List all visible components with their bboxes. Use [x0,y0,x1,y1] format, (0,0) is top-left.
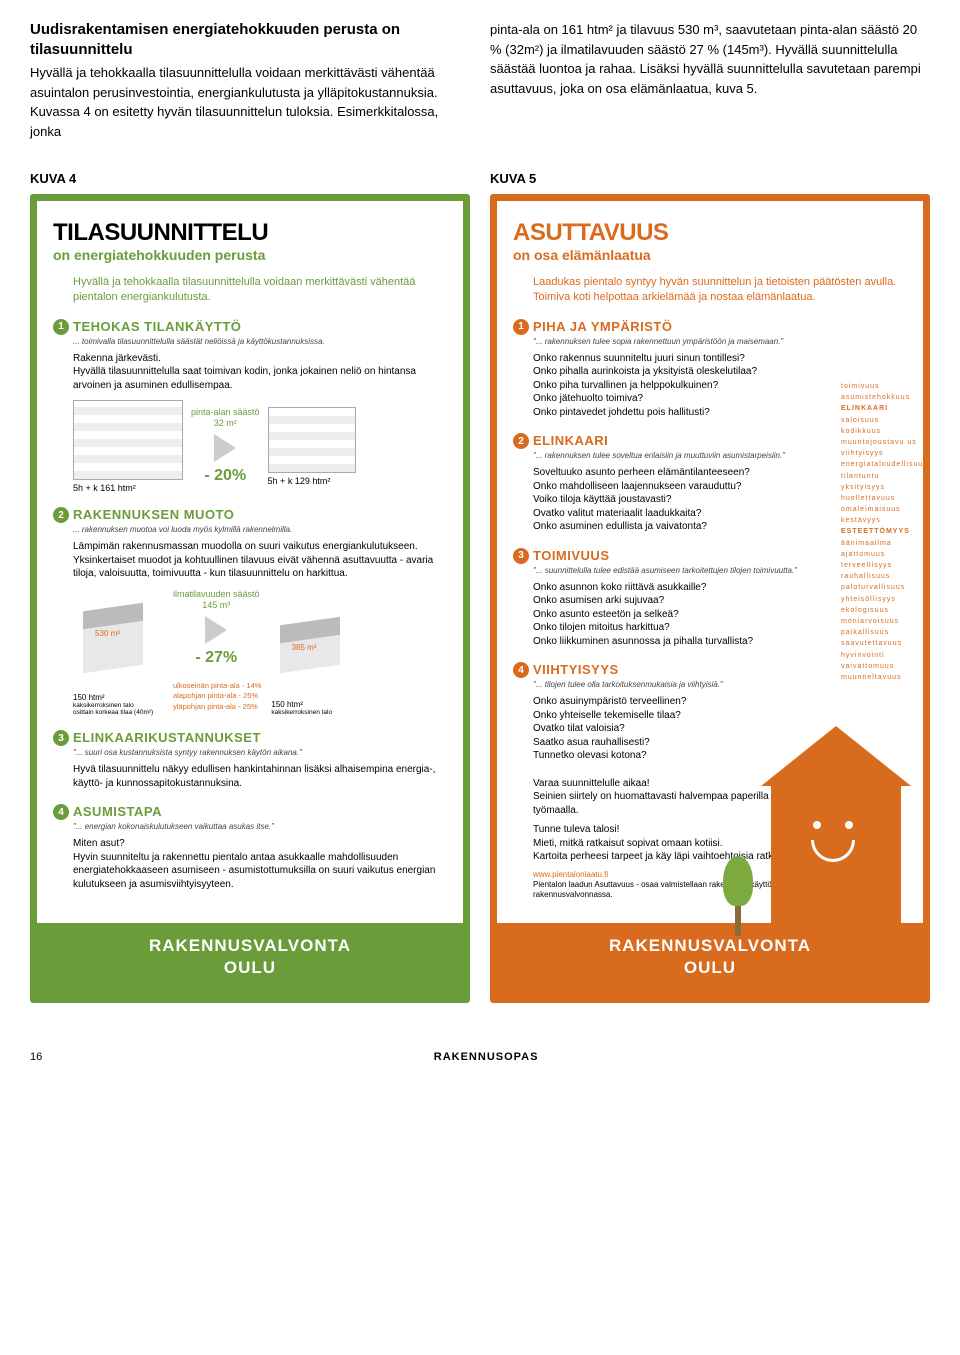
arrow-area-saving: pinta-alan säästö 32 m² - 20% [191,407,260,487]
intro-right: pinta-ala on 161 htm² ja tilavuus 530 m³… [490,20,930,141]
iso-row: 530 m³ ilmatilavuuden säästö 145 m³ - 27… [73,589,447,669]
floorplan-1 [73,400,183,480]
s1-quote: ... toimivalla tilasuunnittelulla säästä… [73,337,447,346]
s2-body: Lämpimän rakennusmassan muodolla on suur… [73,540,447,581]
os1-title: PIHA JA YMPÄRISTÖ [533,319,817,334]
green-title: TILASUUNNITTELU [53,219,447,247]
s2-quote: ... rakennuksen muotoa voi luoda myös ky… [73,525,447,534]
green-section-2: 2 RAKENNUKSEN MUOTO ... rakennuksen muot… [53,507,447,716]
s1-title: TEHOKAS TILANKÄYTTÖ [73,319,447,334]
os1-body: Onko rakennus suunniteltu juuri sinun to… [533,352,817,420]
orange-footer: RAKENNUSVALVONTA OULU [497,923,923,995]
badge-4: 4 [53,804,69,820]
os2-title: ELINKAARI [533,433,817,448]
house-icon [761,726,911,926]
floorplan-2 [268,407,356,473]
os3-quote: "... suunnittelulla tulee edistää asumis… [533,566,817,575]
os3-body: Onko asunnon koko riittävä asukkaille? O… [533,581,817,649]
os2-body: Soveltuuko asunto perheen elämäntilantee… [533,466,817,534]
iso-house-2: 385 m³ [270,613,342,669]
obadge-3: 3 [513,548,529,564]
s3-title: ELINKAARIKUSTANNUKSET [73,730,447,745]
kuva4-label: KUVA 4 [30,171,470,186]
page-footer: 16 RAKENNUSOPAS [0,1023,960,1081]
green-section-3: 3 ELINKAARIKUSTANNUKSET "... suuri osa k… [53,730,447,790]
s3-quote: "... suuri osa kustannuksista syntyy rak… [73,748,447,757]
obadge-4: 4 [513,662,529,678]
badge-2: 2 [53,507,69,523]
kuva5-label: KUVA 5 [490,171,930,186]
orange-section-1: 1 PIHA JA YMPÄRISTÖ "... rakennuksen tul… [513,319,817,420]
fp1-caption: 5h + k 161 htm² [73,483,183,493]
os3-title: TOIMIVUUS [533,548,817,563]
green-subtitle: on energiatehokkuuden perusta [53,247,447,263]
green-blurb: Hyvällä ja tehokkaalla tilasuunnittelull… [73,275,447,305]
s1-body: Rakenna järkevästi. Hyvällä tilasuunnitt… [73,352,447,393]
keyword-sidebar: toimivuusasumistehokkuusELINKAARIvaloisu… [841,381,927,683]
obadge-2: 2 [513,433,529,449]
green-footer: RAKENNUSVALVONTA OULU [37,923,463,995]
s4-body: Miten asut? Hyvin suunniteltu ja rakenne… [73,837,447,891]
badge-1: 1 [53,319,69,335]
iso-captions: 150 htm² kaksikerroksinen talo osittain … [73,677,447,717]
iso-house-1: 530 m³ [73,599,163,669]
page-caption: RAKENNUSOPAS [434,1051,539,1063]
green-section-1: 1 TEHOKAS TILANKÄYTTÖ ... toimivalla til… [53,319,447,494]
s2-title: RAKENNUKSEN MUOTO [73,507,447,522]
green-section-4: 4 ASUMISTAPA "... energian kokonaiskulut… [53,804,447,891]
floorplan-row: 5h + k 161 htm² pinta-alan säästö 32 m² … [73,400,447,493]
obadge-1: 1 [513,319,529,335]
poster-asuttavuus: ASUTTAVUUS on osa elämänlaatua Laadukas … [490,194,930,1003]
orange-subtitle: on osa elämänlaatua [513,247,907,263]
badge-3: 3 [53,730,69,746]
intro-left: Uudisrakentamisen energiatehokkuuden per… [30,20,470,141]
os1-quote: "... rakennuksen tulee sopia rakennettuu… [533,337,817,346]
os2-quote: "... rakennuksen tulee soveltua erilaisi… [533,451,817,460]
fp2-caption: 5h + k 129 htm² [268,476,356,486]
s3-body: Hyvä tilasuunnittelu näkyy edullisen han… [73,763,447,790]
reduction-list: ulkoseinän pinta-ala - 14% alapohjan pin… [173,681,261,713]
os4-title: VIIHTYISYYS [533,662,817,677]
orange-title: ASUTTAVUUS [513,219,907,247]
poster-tilasuunnittelu: TILASUUNNITTELU on energiatehokkuuden pe… [30,194,470,1003]
intro-left-text: Hyvällä ja tehokkaalla tilasuunnittelull… [30,65,438,139]
s4-quote: "... energian kokonaiskulutukseen vaikut… [73,822,447,831]
intro-right-text: pinta-ala on 161 htm² ja tilavuus 530 m³… [490,22,921,96]
orange-section-2: 2 ELINKAARI "... rakennuksen tulee sovel… [513,433,817,534]
orange-section-3: 3 TOIMIVUUS "... suunnittelulla tulee ed… [513,548,817,649]
orange-blurb: Laadukas pientalo syntyy hyvän suunnitte… [533,275,907,305]
tree-icon [723,856,753,936]
os4-quote: "... tilojen tulee olla tarkoituksenmuka… [533,680,817,689]
s4-title: ASUMISTAPA [73,804,447,819]
intro-heading: Uudisrakentamisen energiatehokkuuden per… [30,20,470,59]
arrow-volume-saving: ilmatilavuuden säästö 145 m³ - 27% [173,589,260,669]
page-number: 16 [30,1051,42,1063]
intro-columns: Uudisrakentamisen energiatehokkuuden per… [30,20,930,141]
figure-labels: KUVA 4 KUVA 5 [30,171,930,186]
